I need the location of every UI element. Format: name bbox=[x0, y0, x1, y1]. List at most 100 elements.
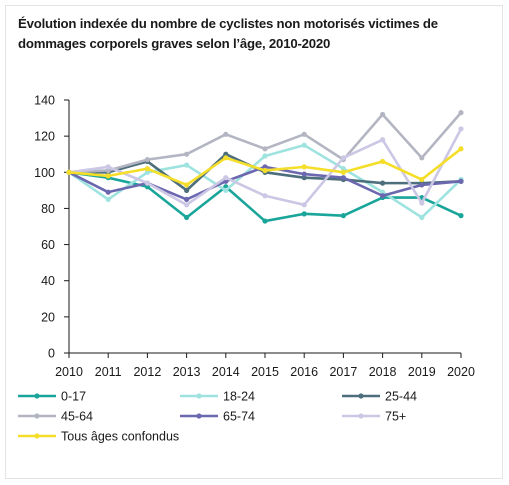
legend: 0-17 18-24 25-44 45-64 65-74 75+ Tous âges con… bbox=[18, 390, 417, 444]
data-point bbox=[301, 175, 307, 181]
legend-label: 65-74 bbox=[223, 410, 255, 424]
data-point bbox=[380, 193, 386, 199]
x-tick-label: 2020 bbox=[447, 365, 475, 379]
x-tick-label: 2012 bbox=[133, 365, 161, 379]
data-point bbox=[458, 213, 464, 219]
data-point bbox=[262, 193, 268, 199]
legend-item: 18-24 bbox=[180, 390, 255, 404]
x-tick-label: 2014 bbox=[212, 365, 240, 379]
legend-label: 75+ bbox=[385, 410, 406, 424]
data-point bbox=[144, 166, 150, 172]
x-tick-label: 2016 bbox=[290, 365, 318, 379]
data-point bbox=[458, 178, 464, 184]
data-point bbox=[340, 155, 346, 161]
x-tick-label: 2019 bbox=[408, 365, 436, 379]
x-tick-label: 2015 bbox=[251, 365, 279, 379]
legend-swatch-marker bbox=[196, 413, 202, 419]
data-point bbox=[184, 214, 190, 221]
data-point bbox=[301, 211, 307, 217]
legend-item: 0-17 bbox=[18, 390, 86, 404]
data-point bbox=[184, 162, 190, 168]
x-tick-label: 2017 bbox=[329, 365, 357, 379]
y-tick-label: 100 bbox=[34, 166, 55, 180]
data-point bbox=[262, 146, 268, 152]
data-point bbox=[301, 131, 307, 137]
data-point bbox=[262, 218, 268, 224]
data-point bbox=[419, 182, 425, 188]
plot-area bbox=[66, 110, 464, 224]
data-point bbox=[262, 167, 268, 174]
y-tick-label: 40 bbox=[41, 274, 55, 288]
legend-item: 25-44 bbox=[342, 390, 417, 404]
series-line bbox=[68, 111, 462, 174]
data-point bbox=[301, 171, 307, 177]
data-point bbox=[184, 187, 190, 193]
legend-item: 45-64 bbox=[18, 410, 93, 424]
data-point bbox=[419, 214, 425, 221]
y-axis: 0 20 40 60 80 100 120 140 bbox=[34, 94, 70, 361]
legend-swatch-marker bbox=[34, 433, 40, 439]
data-point bbox=[184, 196, 190, 202]
data-point bbox=[380, 180, 386, 186]
chart-title: Évolution indexée du nombre de cyclistes… bbox=[18, 16, 438, 51]
chart-frame bbox=[5, 5, 503, 479]
data-point bbox=[105, 189, 111, 195]
data-point bbox=[340, 175, 346, 181]
legend-label: 25-44 bbox=[385, 390, 417, 404]
legend-item: 65-74 bbox=[180, 410, 255, 424]
data-point bbox=[301, 202, 307, 208]
data-point bbox=[419, 200, 425, 206]
data-point bbox=[184, 202, 190, 208]
data-point bbox=[419, 176, 425, 183]
data-point bbox=[262, 164, 268, 170]
x-tick-label: 2011 bbox=[95, 365, 122, 379]
legend-label: 45-64 bbox=[61, 410, 93, 424]
data-point bbox=[340, 166, 346, 172]
data-point bbox=[223, 151, 229, 157]
data-point bbox=[380, 158, 386, 165]
data-point bbox=[458, 126, 464, 132]
data-point bbox=[262, 153, 268, 159]
legend-item: Tous âges confondus bbox=[18, 430, 179, 444]
legend-swatch-marker bbox=[196, 393, 202, 399]
data-point bbox=[340, 169, 346, 175]
data-point bbox=[458, 146, 464, 152]
data-point bbox=[223, 155, 229, 161]
data-point bbox=[380, 111, 386, 118]
data-point bbox=[144, 184, 150, 190]
data-point bbox=[223, 187, 229, 193]
data-point bbox=[340, 213, 346, 219]
legend-swatch-marker bbox=[34, 413, 40, 419]
data-point bbox=[380, 189, 386, 195]
legend-swatch-marker bbox=[34, 393, 40, 399]
data-point bbox=[105, 164, 111, 170]
data-point bbox=[66, 169, 72, 175]
data-point bbox=[105, 167, 111, 174]
y-tick-label: 0 bbox=[48, 347, 55, 361]
legend-swatch-marker bbox=[358, 393, 364, 399]
legend-item: 75+ bbox=[342, 410, 406, 424]
legend-label: 0-17 bbox=[61, 390, 86, 404]
data-point bbox=[105, 173, 111, 179]
data-point bbox=[184, 182, 190, 188]
y-tick-label: 120 bbox=[34, 130, 55, 144]
data-point bbox=[419, 155, 425, 161]
y-tick-label: 80 bbox=[41, 202, 55, 216]
data-point bbox=[144, 157, 150, 163]
data-point bbox=[301, 142, 307, 148]
series-tous-ges-confondus bbox=[66, 146, 464, 188]
data-point bbox=[144, 180, 150, 186]
data-point bbox=[380, 137, 386, 143]
legend-label: Tous âges confondus bbox=[61, 430, 179, 444]
x-axis: 2010 2011 2012 2013 2014 2015 2016 2017 2018 2019… bbox=[55, 352, 475, 379]
y-tick-label: 60 bbox=[41, 238, 55, 252]
data-point bbox=[458, 110, 464, 116]
legend-label: 18-24 bbox=[223, 390, 255, 404]
x-tick-label: 2013 bbox=[173, 365, 201, 379]
data-point bbox=[223, 175, 229, 181]
x-tick-label: 2010 bbox=[55, 365, 83, 379]
y-tick-label: 140 bbox=[34, 94, 55, 108]
series-45-64 bbox=[66, 110, 464, 175]
x-tick-label: 2018 bbox=[369, 365, 397, 379]
